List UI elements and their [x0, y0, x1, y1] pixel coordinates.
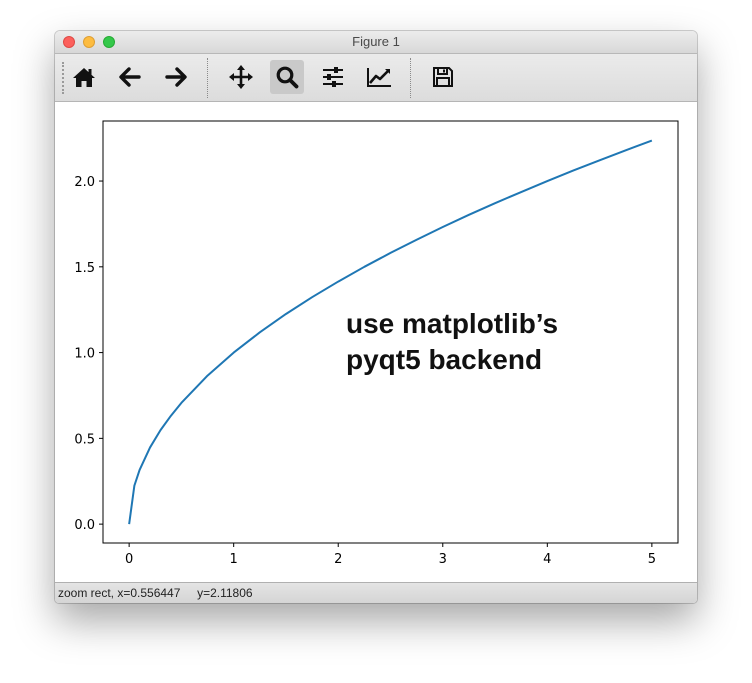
zoom-icon [276, 66, 299, 89]
title-bar[interactable]: Figure 1 [55, 31, 697, 54]
back-button[interactable] [113, 60, 147, 94]
axes-frame [102, 120, 679, 544]
toolbar-separator [410, 58, 412, 98]
status-bar: zoom rect, x=0.556447 y=2.11806 [55, 582, 697, 603]
close-window-button[interactable] [63, 36, 75, 48]
arrow-left-icon [119, 67, 141, 87]
home-button[interactable] [67, 60, 101, 94]
forward-button[interactable] [159, 60, 193, 94]
y-tick-label: 0.5 [74, 432, 95, 447]
window-title: Figure 1 [352, 34, 400, 49]
floppy-icon [433, 67, 453, 87]
figure-window: Figure 1 [55, 31, 697, 603]
save-button[interactable] [426, 60, 460, 94]
y-tick-label: 0.0 [74, 518, 95, 533]
pan-button[interactable] [224, 60, 258, 94]
move-icon [229, 65, 253, 89]
navigation-toolbar [55, 54, 697, 102]
x-tick-label: 2 [334, 552, 342, 567]
data-series-line [128, 139, 653, 525]
annotation-text-line2: pyqt5 backend [346, 344, 542, 375]
sliders-icon [323, 67, 343, 87]
x-axis: 0 1 2 3 4 5 [125, 543, 656, 567]
x-tick-label: 0 [125, 552, 133, 567]
maximize-window-button[interactable] [103, 36, 115, 48]
x-tick-label: 3 [439, 552, 447, 567]
toolbar-grip[interactable] [62, 62, 66, 94]
toolbar-separator [207, 58, 209, 98]
edit-axes-button[interactable] [362, 60, 396, 94]
line-chart-icon [367, 68, 391, 87]
cursor-coordinates: zoom rect, x=0.556447 y=2.11806 [58, 586, 253, 600]
zoom-button[interactable] [270, 60, 304, 94]
configure-subplots-button[interactable] [316, 60, 350, 94]
x-tick-label: 5 [648, 552, 656, 567]
y-tick-label: 1.5 [74, 261, 95, 276]
home-icon [73, 68, 95, 87]
annotation-text-line1: use matplotlib’s [346, 308, 558, 339]
minimize-window-button[interactable] [83, 36, 95, 48]
y-axis: 0.0 0.5 1.0 1.5 2.0 [74, 175, 103, 533]
y-tick-label: 2.0 [74, 175, 95, 190]
x-tick-label: 1 [230, 552, 238, 567]
arrow-right-icon [165, 67, 187, 87]
y-tick-label: 1.0 [74, 347, 95, 362]
x-tick-label: 4 [543, 552, 551, 567]
